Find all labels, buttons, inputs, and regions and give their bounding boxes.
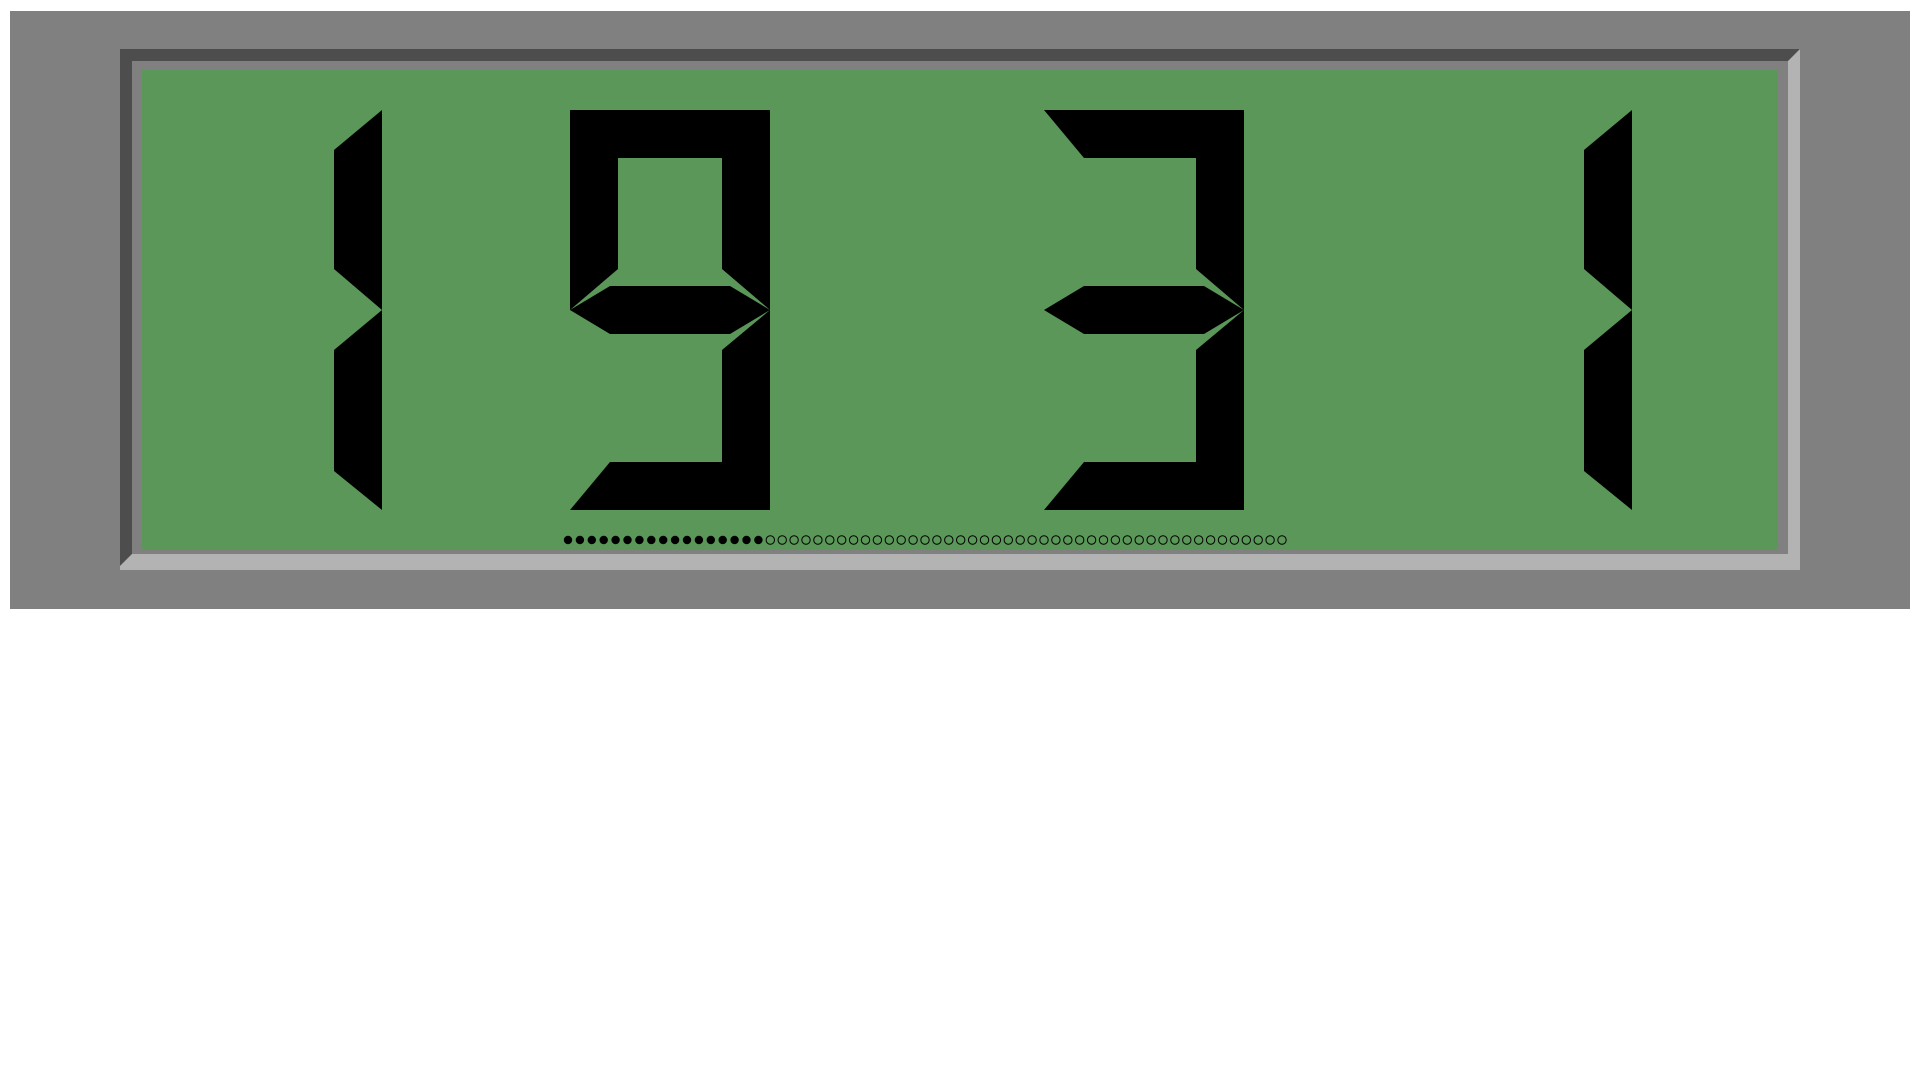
- progress-dot-empty: [896, 535, 906, 545]
- progress-dot-empty: [1241, 535, 1252, 545]
- progress-dot-empty: [1265, 535, 1275, 545]
- progress-dot-empty: [848, 535, 859, 545]
- progress-dot-empty: [1098, 535, 1109, 545]
- digit-1-segment-b: [334, 110, 382, 310]
- progress-dot-filled: [635, 535, 644, 545]
- progress-dot-empty: [837, 535, 847, 545]
- digit-2-segment-b: [722, 110, 770, 310]
- progress-dot-empty: [777, 535, 787, 545]
- progress-dot-empty: [920, 535, 930, 545]
- progress-dot-filled: [670, 535, 680, 545]
- digit-2-segment-a: [570, 110, 770, 158]
- digit-3-segment-b: [1196, 110, 1244, 310]
- digit-2-segment-f: [570, 110, 618, 310]
- progress-dot-empty: [1205, 535, 1216, 545]
- progress-dot-filled: [587, 535, 596, 545]
- digit-1: [334, 110, 382, 510]
- progress-dot-filled: [563, 535, 573, 545]
- progress-dot-empty: [1194, 535, 1204, 545]
- digit-4-segment-b: [1584, 110, 1632, 310]
- digit-3: [1044, 110, 1244, 510]
- progress-dot-filled: [575, 535, 585, 545]
- progress-dot-empty: [1253, 535, 1263, 545]
- progress-dot-filled: [730, 535, 739, 545]
- progress-dot-empty: [956, 535, 966, 545]
- progress-dot-empty: [1182, 535, 1192, 545]
- progress-dot-empty: [1170, 535, 1180, 545]
- progress-dot-empty: [1217, 535, 1228, 545]
- progress-dot-empty: [1051, 535, 1061, 545]
- lcd-panel: [142, 70, 1778, 550]
- digit-2-segment-g: [570, 286, 770, 334]
- progress-dot-empty: [1003, 535, 1013, 545]
- digit-3-segment-d: [1044, 462, 1244, 510]
- progress-dot-empty: [1146, 535, 1156, 545]
- progress-dot-filled: [754, 535, 763, 545]
- progress-dot-empty: [1134, 535, 1144, 545]
- digit-2-segment-d: [570, 462, 770, 510]
- digit-2-segment-c: [722, 310, 770, 510]
- progress-dot-empty: [1063, 535, 1073, 545]
- progress-dot-empty: [1015, 535, 1025, 545]
- progress-dots: [563, 535, 1287, 545]
- digit-4-segment-c: [1584, 310, 1632, 510]
- progress-dot-empty: [1229, 535, 1240, 545]
- digit-3-segment-a: [1044, 110, 1244, 158]
- progress-dot-empty: [932, 535, 942, 545]
- progress-dot-empty: [765, 535, 775, 545]
- progress-dot-empty: [872, 535, 883, 545]
- progress-dot-empty: [908, 535, 918, 545]
- progress-dot-empty: [789, 535, 799, 545]
- progress-dot-empty: [860, 535, 871, 545]
- digit-4: [1584, 110, 1632, 510]
- digit-1-segment-c: [334, 310, 382, 510]
- digit-3-segment-g: [1044, 286, 1244, 334]
- progress-dot-empty: [1086, 535, 1097, 545]
- progress-dot-empty: [979, 535, 990, 545]
- progress-dot-empty: [1110, 535, 1121, 545]
- progress-dot-filled: [742, 535, 751, 545]
- progress-dot-empty: [884, 535, 894, 545]
- progress-dot-filled: [706, 535, 715, 545]
- progress-dot-empty: [967, 535, 978, 545]
- progress-dot-empty: [1039, 535, 1049, 545]
- digit-2: [570, 110, 770, 510]
- digit-3-segment-c: [1196, 310, 1244, 510]
- progress-dot-empty: [944, 535, 954, 545]
- progress-dot-filled: [611, 535, 620, 545]
- progress-dot-filled: [647, 535, 656, 545]
- progress-dot-empty: [1277, 535, 1287, 545]
- progress-dot-filled: [659, 535, 668, 545]
- progress-dot-empty: [801, 535, 811, 545]
- progress-dot-empty: [991, 535, 1002, 545]
- progress-dot-empty: [813, 535, 823, 545]
- progress-dot-empty: [1122, 535, 1133, 545]
- progress-dot-filled: [718, 535, 727, 545]
- progress-dot-filled: [694, 535, 704, 545]
- progress-dot-empty: [825, 535, 835, 545]
- digits-group: [334, 110, 1632, 510]
- progress-dot-filled: [599, 535, 608, 545]
- progress-dot-empty: [1027, 535, 1037, 545]
- progress-dot-filled: [682, 535, 692, 545]
- progress-dot-filled: [623, 535, 632, 545]
- progress-dot-empty: [1075, 535, 1085, 545]
- progress-dot-empty: [1158, 535, 1168, 545]
